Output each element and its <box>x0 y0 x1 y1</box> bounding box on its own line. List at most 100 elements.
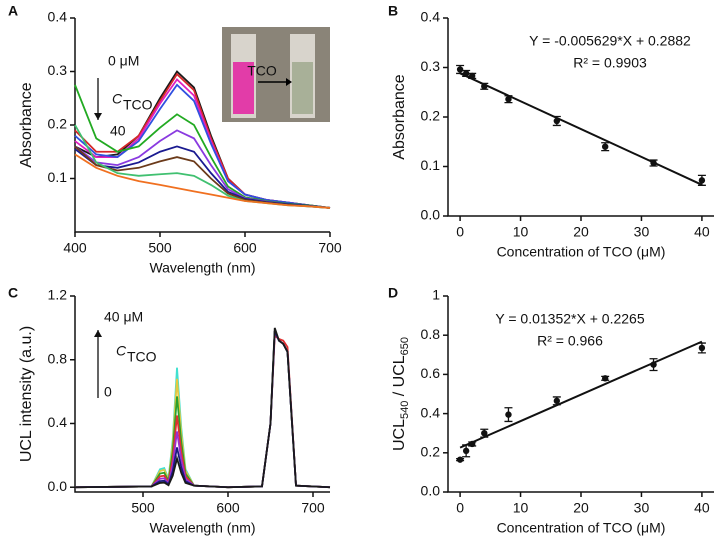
y-tick-label: 0.8 <box>48 350 68 366</box>
y-tick-label: 0.2 <box>48 116 68 132</box>
y-tick-label: 0.0 <box>421 207 441 223</box>
series-line <box>74 153 331 209</box>
y-axis-label-part: UCL intensity (a.u.) <box>18 326 35 462</box>
axis-frame <box>74 296 330 493</box>
y-tick-label: 0.2 <box>421 444 441 460</box>
y-axis-label: Absorbance <box>391 74 408 159</box>
x-tick-label: 600 <box>233 240 257 256</box>
x-axis-label: Wavelength (nm) <box>149 260 255 276</box>
y-tick-label: 1 <box>432 287 440 303</box>
x-tick-label: 0 <box>456 224 464 240</box>
panel: C 500 600 700 0.0 0.4 0.8 1.2 Wavelength (nm) UCL… <box>8 285 331 536</box>
data-point <box>505 411 512 418</box>
annotation: C <box>116 343 127 359</box>
y-axis-label: Absorbance <box>18 82 35 167</box>
data-point <box>456 66 464 73</box>
y-axis-label-part: 650 <box>399 337 411 355</box>
panel: A 400 500 600 700 0.1 0.2 0.3 0.4 Wavelength (nm)… <box>8 3 342 276</box>
data-point <box>553 397 561 405</box>
annotation: TCO <box>247 63 277 79</box>
panel-label: B <box>388 3 398 19</box>
x-tick-label: 30 <box>634 224 650 240</box>
data-point <box>462 70 470 77</box>
annotation: C <box>112 91 123 107</box>
data-point <box>650 159 657 167</box>
fit-line <box>459 340 703 449</box>
annotation: TCO <box>127 349 157 365</box>
y-tick-label: 0.3 <box>48 62 68 78</box>
panel-label: C <box>8 285 18 301</box>
data-point <box>456 456 464 463</box>
data-point <box>481 430 488 437</box>
annotation: R² = 0.9903 <box>573 55 647 71</box>
y-tick-label: 0.6 <box>421 365 441 381</box>
x-axis-label: Concentration of TCO (μM) <box>497 244 666 260</box>
data-point <box>462 447 470 455</box>
data-point <box>468 72 476 80</box>
data-point <box>650 361 657 368</box>
y-tick-label: 0.0 <box>421 483 441 499</box>
x-tick-label: 500 <box>131 500 155 516</box>
x-axis-label: Concentration of TCO (μM) <box>497 520 666 536</box>
y-axis-label: UCL intensity (a.u.) <box>18 326 35 462</box>
annotation: 40 <box>110 123 126 139</box>
y-tick-label: 0.3 <box>421 58 441 74</box>
annotation: TCO <box>123 97 153 113</box>
data-point <box>505 95 512 103</box>
fit-line <box>459 72 703 186</box>
x-tick-label: 20 <box>573 224 589 240</box>
y-axis-label-part: 540 <box>399 401 411 419</box>
data-point <box>481 83 488 90</box>
annotation: Y = 0.01352*X + 0.2265 <box>495 311 644 327</box>
y-tick-label: 0.1 <box>48 169 68 185</box>
y-axis-label-part: / UCL <box>391 355 408 400</box>
x-tick-label: 0 <box>456 500 464 516</box>
data-point <box>698 177 706 184</box>
panel-label: A <box>8 3 18 19</box>
series-line <box>74 327 331 489</box>
x-tick-label: 10 <box>513 224 529 240</box>
annotation: R² = 0.966 <box>537 333 603 349</box>
y-axis-label-part: UCL <box>391 419 408 451</box>
x-tick-label: 500 <box>148 240 172 256</box>
x-tick-label: 30 <box>634 500 650 516</box>
inset-photo <box>222 27 330 122</box>
y-tick-label: 0.8 <box>421 326 441 342</box>
data-point <box>553 117 561 125</box>
panel: B 0 10 20 30 40 0.0 0.1 0.2 0.3 0.4 Concentration o… <box>388 3 714 260</box>
x-axis-label: Wavelength (nm) <box>149 520 255 536</box>
annotation: 0 <box>104 384 112 400</box>
panel-label: D <box>388 285 398 301</box>
panel: D 0 10 20 30 40 0.0 0.2 0.4 0.6 0.8 1 Concentration … <box>388 285 714 536</box>
data-point <box>601 375 609 382</box>
arrow-head <box>94 330 102 337</box>
x-tick-label: 20 <box>573 500 589 516</box>
x-tick-label: 700 <box>318 240 342 256</box>
y-tick-label: 0.4 <box>48 9 68 25</box>
arrow-head <box>94 113 102 120</box>
y-tick-label: 0.1 <box>421 157 441 173</box>
data-point <box>601 143 609 150</box>
y-tick-label: 0.4 <box>421 404 441 420</box>
x-tick-label: 700 <box>301 500 325 516</box>
y-tick-label: 0.0 <box>48 478 68 494</box>
annotation: Y = -0.005629*X + 0.2882 <box>529 33 691 49</box>
data-point <box>698 344 706 352</box>
data-point <box>468 440 476 448</box>
y-tick-label: 0.4 <box>421 9 441 25</box>
x-tick-label: 40 <box>694 500 710 516</box>
y-tick-label: 1.2 <box>48 287 68 303</box>
x-tick-label: 10 <box>513 500 529 516</box>
annotation: 40 μM <box>104 309 143 325</box>
y-axis-label: UCL540 / UCL650 <box>391 337 411 451</box>
y-axis-label-part: Absorbance <box>18 82 35 167</box>
y-axis-label-part: Absorbance <box>391 74 408 159</box>
x-tick-label: 400 <box>63 240 87 256</box>
series-line <box>74 83 331 209</box>
y-tick-label: 0.4 <box>48 414 68 430</box>
annotation: 0 μM <box>108 53 139 69</box>
y-tick-label: 0.2 <box>421 108 441 124</box>
x-tick-label: 40 <box>694 224 710 240</box>
x-tick-label: 600 <box>216 500 240 516</box>
